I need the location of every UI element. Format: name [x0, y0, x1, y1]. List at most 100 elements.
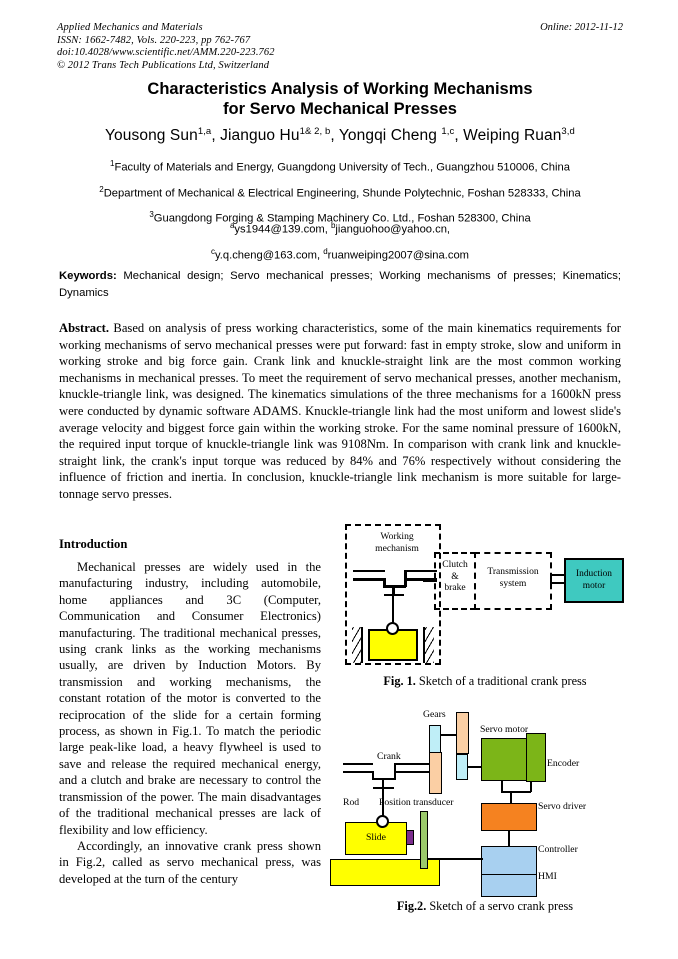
- figure2-motor-driver-wire-vert1: [501, 781, 503, 792]
- figure-2-caption-text: Sketch of a servo crank press: [426, 899, 574, 913]
- author-1-sup: 1,a: [197, 126, 212, 137]
- figure2-crank-top-left: [343, 763, 373, 765]
- figure2-motor-driver-feed: [510, 791, 512, 803]
- figure1-left-guide-hatch: [352, 627, 361, 663]
- figure-1-caption-label: Fig. 1.: [383, 674, 416, 688]
- keywords-text: Mechanical design; Servo mechanical pres…: [59, 270, 621, 299]
- email-line-1: ays1944@139.com, bjianguohoo@yahoo.cn,: [47, 215, 633, 241]
- figure2-crank-top-right: [395, 763, 429, 765]
- figure2-crank-pin-stub: [382, 779, 384, 788]
- title-line-2: for Servo Mechanical Presses: [223, 99, 457, 118]
- figure1-crank-main-line-right: [405, 578, 437, 581]
- figure2-crank-mid-left: [343, 771, 372, 773]
- introduction-paragraph-2: Accordingly, an innovative crank press s…: [59, 838, 321, 886]
- figure1-crank-drop-left: [383, 578, 386, 587]
- figure1-left-guide: [361, 627, 363, 663]
- author-4-name: , Weiping Ruan: [454, 127, 562, 145]
- figure2-controller-box: [481, 846, 537, 876]
- figure2-magnet-block: [406, 830, 414, 845]
- figure2-slide-text: Slide: [366, 832, 386, 843]
- figure1-connecting-rod: [392, 595, 394, 627]
- figure1-clutch-line2: &: [451, 570, 459, 582]
- figure1-transmission-label: Transmission system: [476, 566, 550, 589]
- figure2-gear-peach-tall: [456, 712, 469, 754]
- journal-header: Online: 2012-11-12 Applied Mechanics and…: [57, 22, 623, 72]
- author-2-sup: 1& 2, b: [299, 126, 331, 137]
- figure2-controller-label: Controller: [538, 844, 578, 855]
- email-sup-c: c: [211, 246, 216, 256]
- figure2-position-transducer-bar: [420, 811, 428, 869]
- email-c[interactable]: y.q.cheng@163.com,: [215, 249, 324, 262]
- figure2-crank-mid-right: [395, 771, 429, 773]
- title-line-1: Characteristics Analysis of Working Mech…: [147, 80, 533, 98]
- figure1-clutch-label: Clutch & brake: [435, 559, 475, 594]
- author-3-name: , Yongqi Cheng: [330, 127, 442, 145]
- affiliation-text: Guangdong Forging & Stamping Machinery C…: [153, 213, 531, 226]
- figure1-clutch-line1: Clutch: [442, 559, 468, 570]
- figures-column: Working mechanism Clutch & brake Transmi…: [330, 524, 635, 914]
- figure-2-caption: Fig.2. Sketch of a servo crank press: [335, 899, 635, 914]
- figure2-slide-pin-icon: [376, 815, 389, 828]
- figure2-crank-bottom-bar: [372, 778, 396, 780]
- email-sup-a: a: [229, 221, 235, 230]
- figure2-encoder-label: Encoder: [547, 758, 580, 769]
- figure2-gear-link-lower: [468, 766, 481, 768]
- figure1-slide-pin-icon: [386, 622, 399, 635]
- abstract-label: Abstract.: [59, 321, 110, 335]
- figure2-gear-link-upper: [441, 734, 457, 736]
- author-1-name: Yousong Sun: [105, 127, 198, 145]
- figure1-wm-line2: mechanism: [375, 542, 419, 554]
- affiliation-sup: 3: [149, 210, 154, 220]
- figure-2-caption-label: Fig.2.: [396, 899, 427, 913]
- figure2-gear-cyan-tall: [456, 754, 468, 780]
- figure1-trans-line1: Transmission: [487, 566, 539, 577]
- figure1-induction-motor-box: Induction motor: [564, 558, 624, 603]
- figure-1-caption: Fig. 1. Sketch of a traditional crank pr…: [335, 674, 635, 689]
- figure2-gear-cyan-small: [429, 725, 441, 753]
- figure2-rod-label: Rod: [343, 797, 360, 808]
- figure1-working-mechanism-box: [345, 524, 441, 665]
- figure1-clutch-line3: brake: [444, 582, 466, 593]
- email-line-2: cy.q.cheng@163.com, druanweiping2007@sin…: [47, 241, 633, 267]
- figure2-hmi-label: HMI: [538, 871, 557, 882]
- figure1-right-guide-hatch: [425, 627, 434, 663]
- figure2-motor-driver-wire-vert2: [530, 781, 532, 792]
- figure1-trans-line2: system: [499, 577, 527, 589]
- figure2-servo-driver-box: [481, 803, 537, 831]
- figure-1: Working mechanism Clutch & brake Transmi…: [335, 524, 635, 672]
- figure2-crank-drop-left: [372, 771, 374, 780]
- figure-1-caption-text: Sketch of a traditional crank press: [415, 674, 587, 688]
- online-date: Online: 2012-11-12: [540, 22, 623, 33]
- email-a[interactable]: ys1944@139.com,: [234, 223, 331, 236]
- section-heading-introduction: Introduction: [59, 537, 128, 551]
- introduction-paragraph-1: Mechanical presses are widely used in th…: [59, 560, 321, 837]
- figure2-slide-block: [345, 822, 407, 855]
- affiliation-text: Faculty of Materials and Energy, Guangdo…: [114, 161, 570, 174]
- figure2-gear-peach-large: [429, 752, 442, 794]
- affiliation-item: 1Faculty of Materials and Energy, Guangd…: [47, 153, 633, 179]
- affiliation-sup: 1: [110, 159, 115, 168]
- affiliation-item: 2Department of Mechanical & Electrical E…: [47, 179, 633, 205]
- figure2-servo-motor-label: Servo motor: [480, 724, 529, 735]
- keywords-label: Keywords:: [59, 270, 117, 282]
- figure1-shaft-clutch-to-mech: [423, 580, 437, 582]
- figure2-crank-label: Crank: [377, 751, 401, 762]
- figure2-driver-controller-wire: [508, 831, 510, 846]
- figure1-motor-line2: motor: [582, 580, 606, 591]
- page-title: Characteristics Analysis of Working Mech…: [57, 80, 623, 119]
- email-sup-b: b: [330, 221, 336, 230]
- email-sup-d: d: [323, 246, 328, 256]
- figure1-shaft-trans-to-motor-vert: [550, 574, 552, 584]
- figure1-shaft-trans-to-motor-upper: [550, 574, 566, 576]
- figure2-encoder-box: [526, 733, 546, 782]
- figure1-crank-pin-stub: [392, 586, 395, 595]
- figure2-position-transducer-label: Position transducer: [379, 797, 454, 808]
- figure2-connecting-rod: [382, 788, 384, 820]
- figure1-crank-pin-bar: [384, 594, 404, 596]
- figure-2: Gears Crank Rod Position transducer Serv…: [330, 701, 635, 897]
- email-b[interactable]: jianguohoo@yahoo.cn,: [335, 223, 451, 236]
- affiliation-text: Department of Mechanical & Electrical En…: [103, 187, 581, 200]
- figure1-crank-bottom: [383, 585, 406, 588]
- email-d[interactable]: ruanweiping2007@sina.com: [327, 249, 469, 262]
